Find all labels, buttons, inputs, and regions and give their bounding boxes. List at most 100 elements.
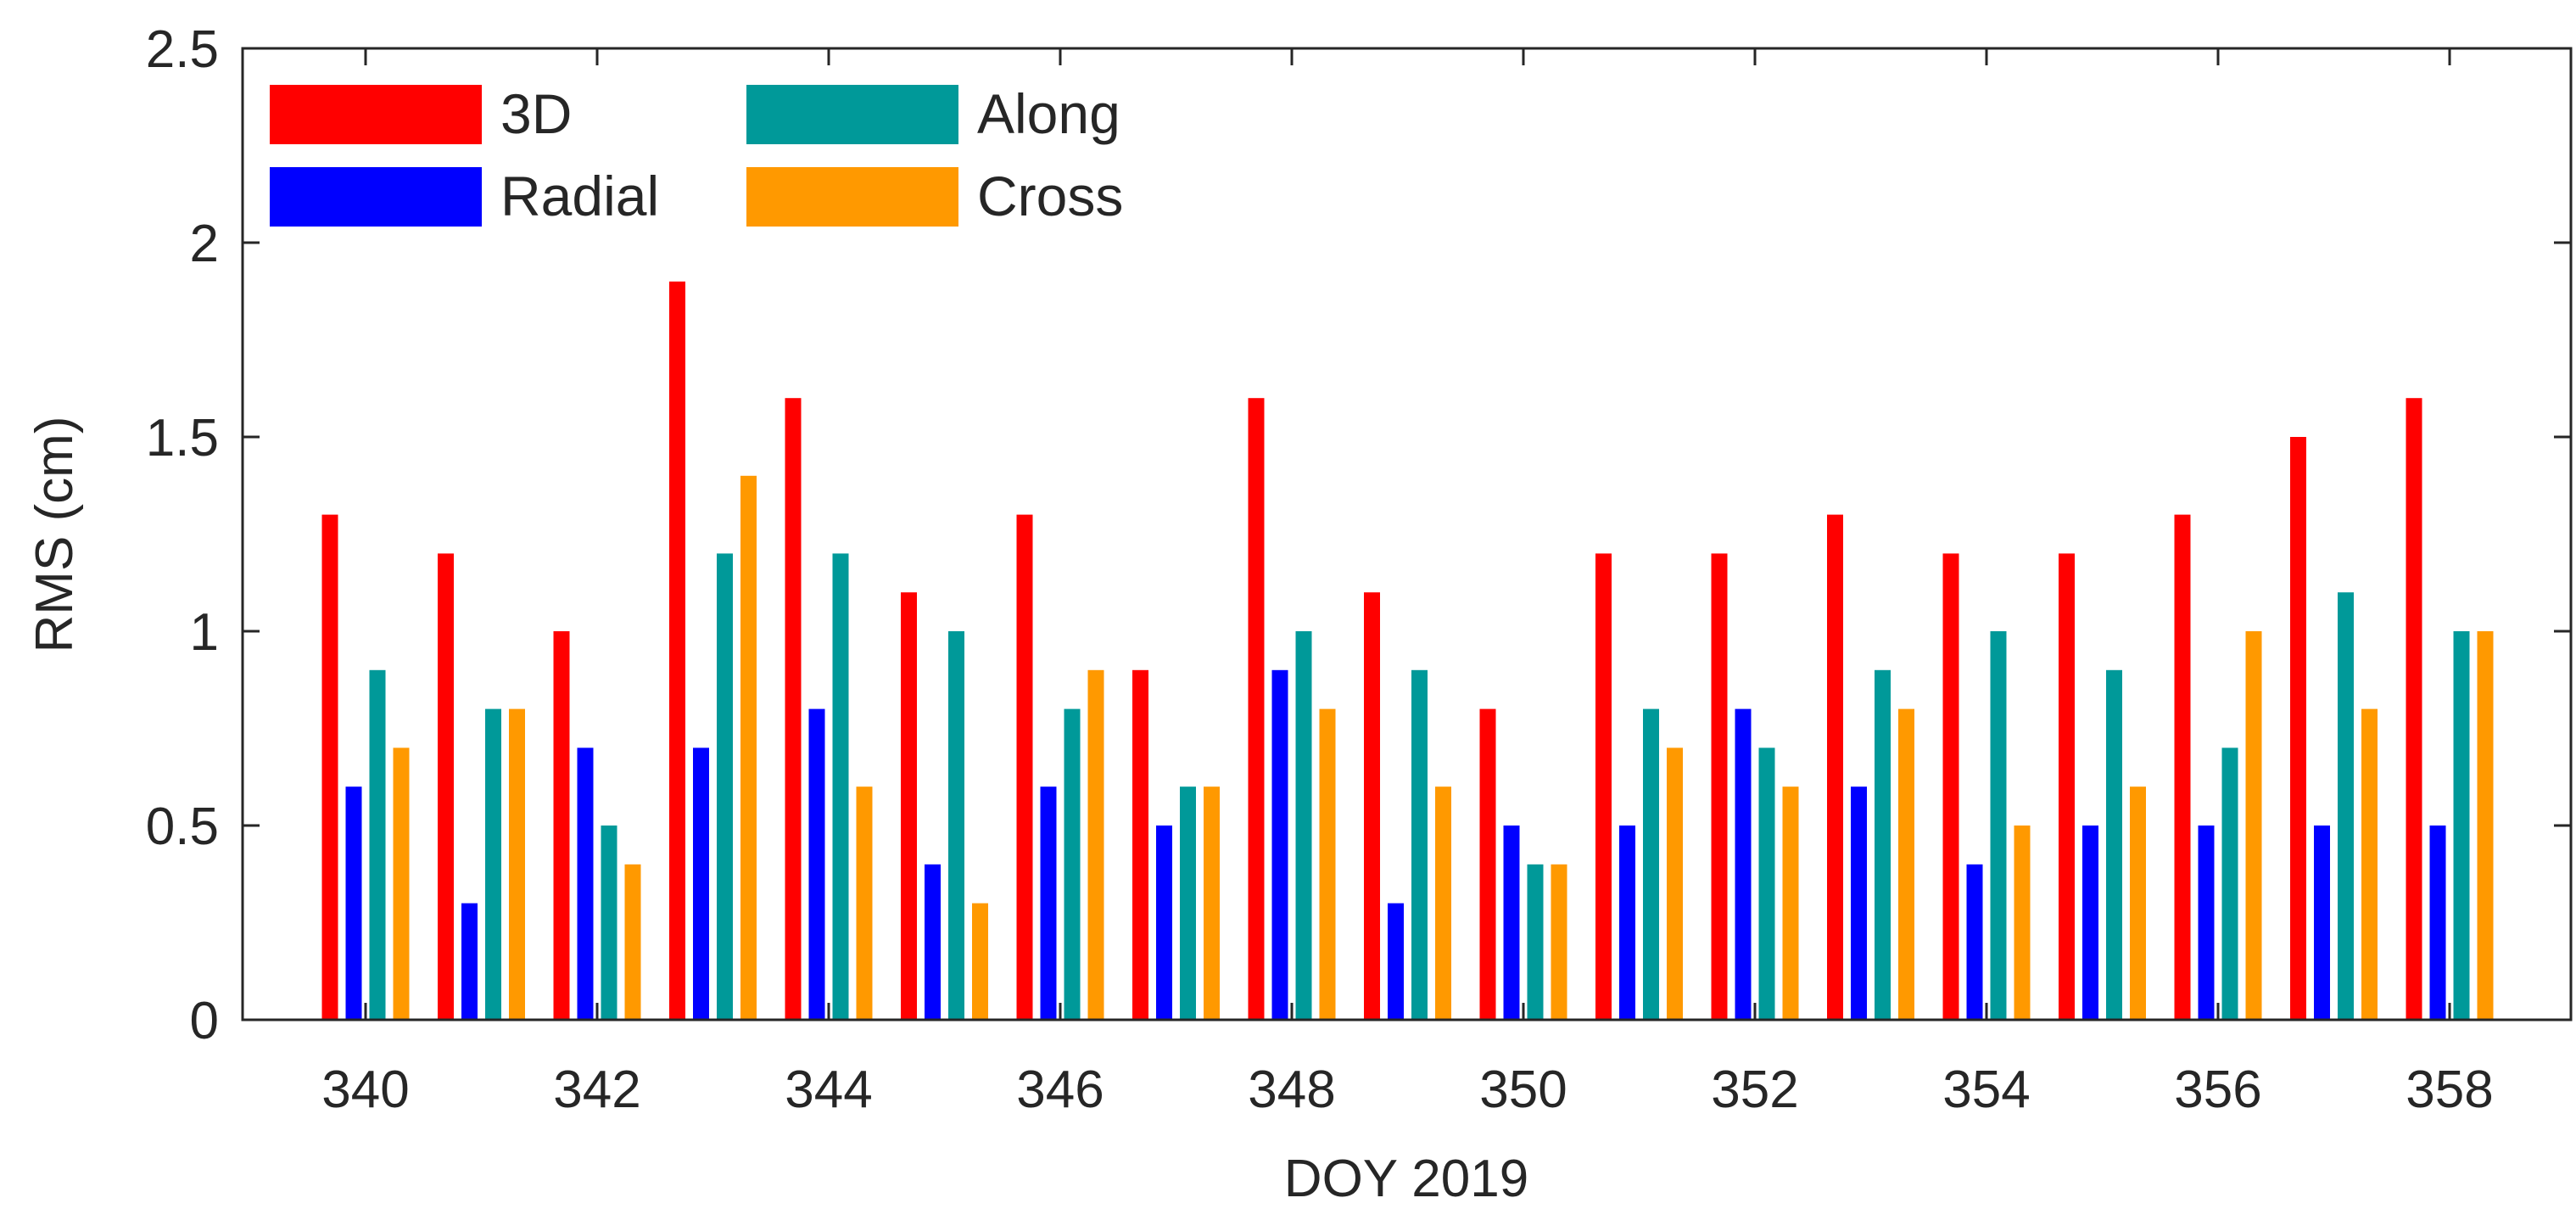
bar-3d-355 xyxy=(2059,553,2075,1020)
bar-cross-344 xyxy=(856,786,873,1020)
bar-along-350 xyxy=(1527,864,1544,1020)
legend-swatch-3d xyxy=(270,85,482,144)
bar-cross-342 xyxy=(624,864,641,1020)
bar-cross-341 xyxy=(509,708,525,1020)
bar-cross-357 xyxy=(2361,708,2378,1020)
bar-along-346 xyxy=(1064,708,1081,1020)
bar-radial-357 xyxy=(2314,826,2330,1020)
bar-radial-358 xyxy=(2429,826,2446,1020)
bar-cross-351 xyxy=(1667,747,1683,1020)
bar-3d-347 xyxy=(1132,669,1148,1020)
bar-3d-356 xyxy=(2174,514,2191,1020)
y-tick-label: 1 xyxy=(190,603,219,662)
bar-cross-345 xyxy=(972,903,988,1020)
bar-3d-351 xyxy=(1595,553,1612,1020)
bar-radial-341 xyxy=(461,903,478,1020)
y-axis-label: RMS (cm) xyxy=(25,417,84,653)
y-tick-label: 2.5 xyxy=(146,20,219,79)
bar-cross-348 xyxy=(1319,708,1336,1020)
bar-along-357 xyxy=(2338,592,2354,1020)
y-axis: 0 0.5 1 1.5 2 2.5 xyxy=(146,20,2571,1050)
bar-3d-340 xyxy=(321,514,338,1020)
x-axis-label: DOY 2019 xyxy=(1284,1150,1528,1208)
x-tick-label: 356 xyxy=(2174,1061,2261,1119)
bar-cross-358 xyxy=(2477,631,2494,1020)
bar-along-345 xyxy=(948,631,964,1020)
x-tick-label: 354 xyxy=(1942,1061,2030,1119)
legend-label-3d: 3D xyxy=(500,82,572,145)
bar-along-355 xyxy=(2106,669,2122,1020)
bar-along-352 xyxy=(1758,747,1775,1020)
bar-radial-348 xyxy=(1271,669,1288,1020)
bar-radial-342 xyxy=(577,747,594,1020)
y-tick-label: 0 xyxy=(190,992,219,1050)
bar-3d-342 xyxy=(553,631,570,1020)
bar-radial-349 xyxy=(1388,903,1404,1020)
bar-radial-343 xyxy=(693,747,709,1020)
bar-cross-352 xyxy=(1782,786,1799,1020)
legend-label-cross: Cross xyxy=(977,165,1123,227)
bar-3d-346 xyxy=(1016,514,1033,1020)
legend: 3D Radial Along Cross xyxy=(270,82,1123,227)
bar-3d-341 xyxy=(438,553,454,1020)
bar-cross-340 xyxy=(393,747,410,1020)
x-tick-label: 346 xyxy=(1016,1061,1104,1119)
bar-3d-348 xyxy=(1248,398,1265,1020)
x-tick-label: 352 xyxy=(1711,1061,1798,1119)
x-tick-label: 340 xyxy=(321,1061,409,1119)
bar-3d-358 xyxy=(2406,398,2422,1020)
bar-3d-354 xyxy=(1942,553,1959,1020)
y-tick-label: 0.5 xyxy=(146,798,219,856)
bar-3d-343 xyxy=(669,281,685,1020)
bar-along-348 xyxy=(1295,631,1312,1020)
bar-radial-355 xyxy=(2082,826,2098,1020)
bar-along-349 xyxy=(1411,669,1428,1020)
bar-radial-344 xyxy=(808,708,825,1020)
bar-radial-347 xyxy=(1156,826,1172,1020)
bar-along-340 xyxy=(369,669,386,1020)
bar-cross-349 xyxy=(1435,786,1451,1020)
x-tick-label: 350 xyxy=(1479,1061,1567,1119)
bar-3d-345 xyxy=(901,592,917,1020)
y-tick-label: 2 xyxy=(190,215,219,273)
bar-radial-352 xyxy=(1735,708,1752,1020)
bar-cross-346 xyxy=(1087,669,1104,1020)
bar-radial-351 xyxy=(1619,826,1635,1020)
bar-along-344 xyxy=(832,553,849,1020)
bar-along-356 xyxy=(2221,747,2238,1020)
x-tick-label: 344 xyxy=(785,1061,872,1119)
bars-layer xyxy=(321,281,2494,1020)
bar-cross-354 xyxy=(2014,826,2031,1020)
bar-cross-347 xyxy=(1204,786,1220,1020)
y-tick-label: 1.5 xyxy=(146,409,219,467)
bar-3d-352 xyxy=(1711,553,1728,1020)
bar-along-354 xyxy=(1990,631,2007,1020)
bar-radial-350 xyxy=(1503,826,1520,1020)
bar-radial-353 xyxy=(1851,786,1867,1020)
bar-cross-353 xyxy=(1898,708,1914,1020)
x-tick-label: 342 xyxy=(553,1061,640,1119)
bar-cross-355 xyxy=(2130,786,2146,1020)
bar-radial-340 xyxy=(345,786,362,1020)
legend-swatch-radial xyxy=(270,167,482,227)
bar-3d-344 xyxy=(785,398,802,1020)
plot-frame xyxy=(241,47,2573,1021)
bar-3d-349 xyxy=(1364,592,1380,1020)
bar-3d-357 xyxy=(2290,437,2306,1020)
bar-along-342 xyxy=(601,826,617,1020)
bar-along-358 xyxy=(2453,631,2470,1020)
bar-along-341 xyxy=(485,708,501,1020)
bar-radial-354 xyxy=(1966,864,1983,1020)
bar-radial-356 xyxy=(2198,826,2215,1020)
bar-radial-345 xyxy=(925,864,941,1020)
x-axis: 340 342 344 346 348 350 352 354 356 358 xyxy=(321,48,2494,1119)
legend-swatch-along xyxy=(746,85,958,144)
x-tick-label: 358 xyxy=(2406,1061,2493,1119)
bar-radial-346 xyxy=(1040,786,1057,1020)
bar-3d-353 xyxy=(1827,514,1843,1020)
legend-label-along: Along xyxy=(977,82,1120,145)
x-tick-label: 348 xyxy=(1248,1061,1335,1119)
legend-swatch-cross xyxy=(746,167,958,227)
legend-label-radial: Radial xyxy=(500,165,659,227)
